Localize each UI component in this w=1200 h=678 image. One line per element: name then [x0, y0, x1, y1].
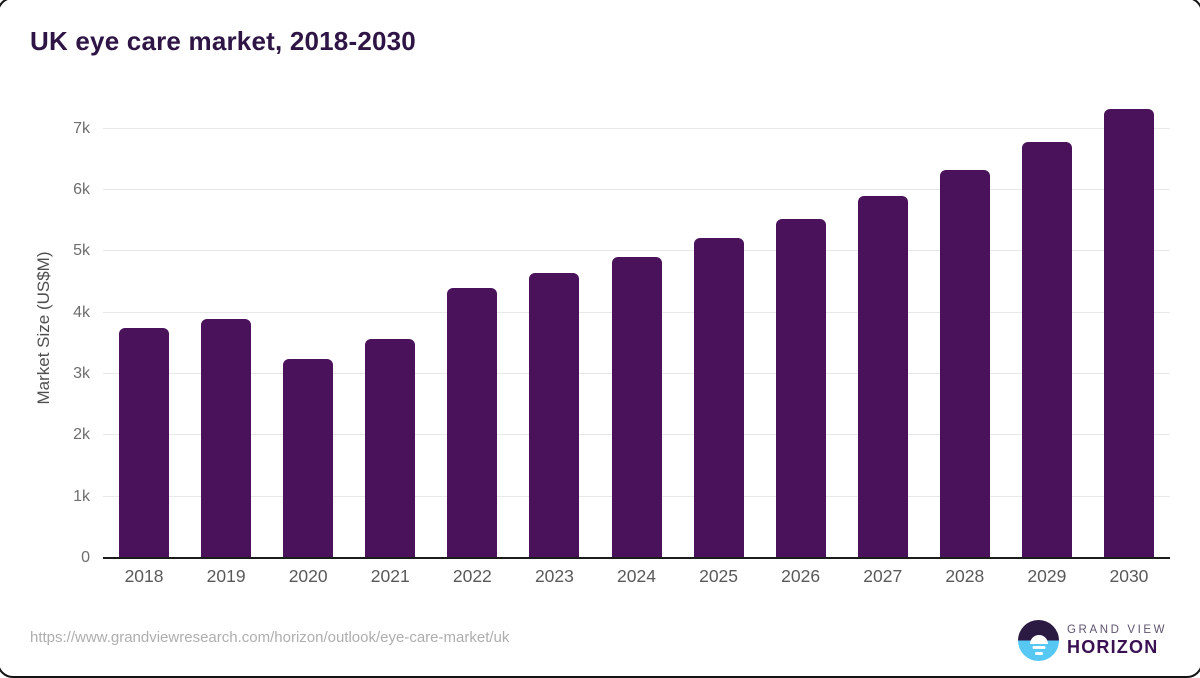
- bar-2029[interactable]: [1021, 141, 1072, 558]
- x-tick-label-2022: 2022: [452, 566, 492, 586]
- bar-2025[interactable]: [693, 238, 744, 558]
- bar-2019[interactable]: [201, 319, 252, 558]
- grand-view-horizon-logo[interactable]: GRAND VIEW HORIZON: [1018, 620, 1167, 661]
- y-tick-label-4k: 4k: [73, 303, 90, 321]
- bar-2028[interactable]: [939, 170, 990, 558]
- sun-reflection-bar: [1034, 651, 1043, 655]
- x-tick-label-2021: 2021: [370, 566, 410, 586]
- source-url: https://www.grandviewresearch.com/horizo…: [30, 629, 510, 646]
- x-tick-label-2030: 2030: [1109, 566, 1149, 586]
- x-tick-label-2028: 2028: [945, 566, 985, 586]
- sun-reflection-bar: [1032, 645, 1045, 649]
- logo-brand-name: GRAND VIEW: [1067, 623, 1168, 636]
- chart-title: UK eye care market, 2018-2030: [30, 26, 416, 56]
- x-tick-label-2029: 2029: [1027, 566, 1067, 586]
- x-tick-label-2026: 2026: [781, 566, 821, 586]
- bar-2021[interactable]: [365, 339, 416, 558]
- bar-2027[interactable]: [857, 195, 908, 558]
- x-tick-label-2023: 2023: [534, 566, 574, 586]
- x-axis-line: [103, 557, 1170, 559]
- y-tick-label-6k: 6k: [73, 181, 90, 198]
- bar-2024[interactable]: [611, 257, 662, 558]
- x-tick-label-2027: 2027: [863, 566, 903, 586]
- x-tick-label-2018: 2018: [124, 566, 164, 586]
- plot-area: 0 1k 2k 3k 4k 5k 6k 7k 2018 2019 2020 2021 2022 2023 2…: [73, 98, 1170, 586]
- gridline-6k: [103, 189, 1170, 190]
- gridline-5k: [103, 250, 1170, 252]
- x-tick-label-2019: 2019: [206, 566, 246, 586]
- x-tick-label-2024: 2024: [617, 566, 656, 586]
- y-tick-label-3k: 3k: [73, 365, 90, 382]
- bar-2022[interactable]: [447, 288, 498, 558]
- gridline-7k: [103, 127, 1170, 129]
- horizon-sun-icon: [1018, 620, 1059, 661]
- y-tick-label-5k: 5k: [73, 242, 90, 260]
- x-tick-label-2025: 2025: [699, 566, 739, 586]
- bar-2023[interactable]: [529, 272, 580, 558]
- y-tick-label-0: 0: [81, 549, 90, 566]
- bar-2026[interactable]: [775, 218, 826, 558]
- bar-2020[interactable]: [283, 359, 334, 558]
- bar-2018[interactable]: [119, 328, 170, 558]
- bar-2030[interactable]: [1103, 109, 1154, 558]
- sun-dome-shape: [1029, 634, 1048, 644]
- x-tick-label-2020: 2020: [288, 566, 328, 586]
- y-tick-label-1k: 1k: [73, 487, 90, 505]
- y-tick-label-2k: 2k: [73, 426, 90, 444]
- logo-text: GRAND VIEW HORIZON: [1067, 624, 1167, 658]
- logo-product-name: HORIZON: [1067, 636, 1159, 657]
- y-tick-label-7k: 7k: [73, 119, 90, 137]
